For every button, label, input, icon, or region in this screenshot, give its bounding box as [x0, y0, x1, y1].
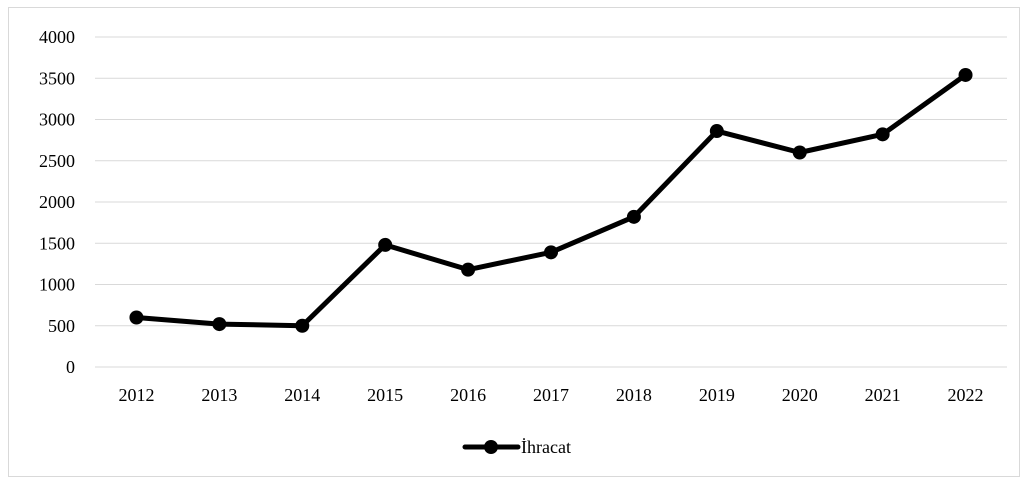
gridlines: [95, 36, 1007, 368]
data-point: [461, 262, 476, 277]
legend-marker-swatch: [484, 440, 498, 454]
y-tick-label: 3000: [39, 110, 75, 130]
legend: İhracat: [462, 437, 571, 457]
series-layer: [129, 67, 973, 333]
x-tick-label: 2016: [450, 385, 486, 405]
x-tick-label: 2022: [948, 385, 984, 405]
y-tick-label: 4000: [39, 27, 75, 47]
x-tick-label: 2021: [865, 385, 901, 405]
y-tick-label: 1500: [39, 233, 75, 253]
x-tick-label: 2020: [782, 385, 818, 405]
x-tick-label: 2018: [616, 385, 652, 405]
y-tick-label: 1000: [39, 275, 75, 295]
data-point: [875, 127, 890, 142]
y-tick-label: 3500: [39, 68, 75, 88]
y-axis-ticks: 0 500 1000 1500 2000 2500 3000 3500 4000: [39, 27, 75, 377]
y-tick-label: 2000: [39, 192, 75, 212]
y-tick-label: 500: [48, 316, 75, 336]
series-line: [133, 72, 969, 329]
data-point: [626, 209, 641, 224]
x-tick-label: 2014: [284, 385, 320, 405]
chart-frame: [8, 7, 1020, 477]
data-point: [295, 318, 310, 333]
x-tick-label: 2019: [699, 385, 735, 405]
data-point: [792, 145, 807, 160]
x-tick-label: 2015: [367, 385, 403, 405]
x-tick-label: 2017: [533, 385, 569, 405]
y-tick-label: 0: [66, 357, 75, 377]
x-tick-label: 2013: [201, 385, 237, 405]
data-point: [958, 67, 973, 82]
data-point: [212, 317, 227, 332]
y-tick-label: 2500: [39, 151, 75, 171]
x-axis-ticks: 2012 2013 2014 2015 2016 2017 2018 2019 2020 2021…: [118, 385, 983, 405]
data-point: [378, 237, 393, 252]
data-point: [544, 245, 558, 260]
x-tick-label: 2012: [118, 385, 154, 405]
data-point: [129, 310, 144, 325]
legend-label: İhracat: [521, 437, 571, 457]
data-point: [709, 124, 724, 139]
